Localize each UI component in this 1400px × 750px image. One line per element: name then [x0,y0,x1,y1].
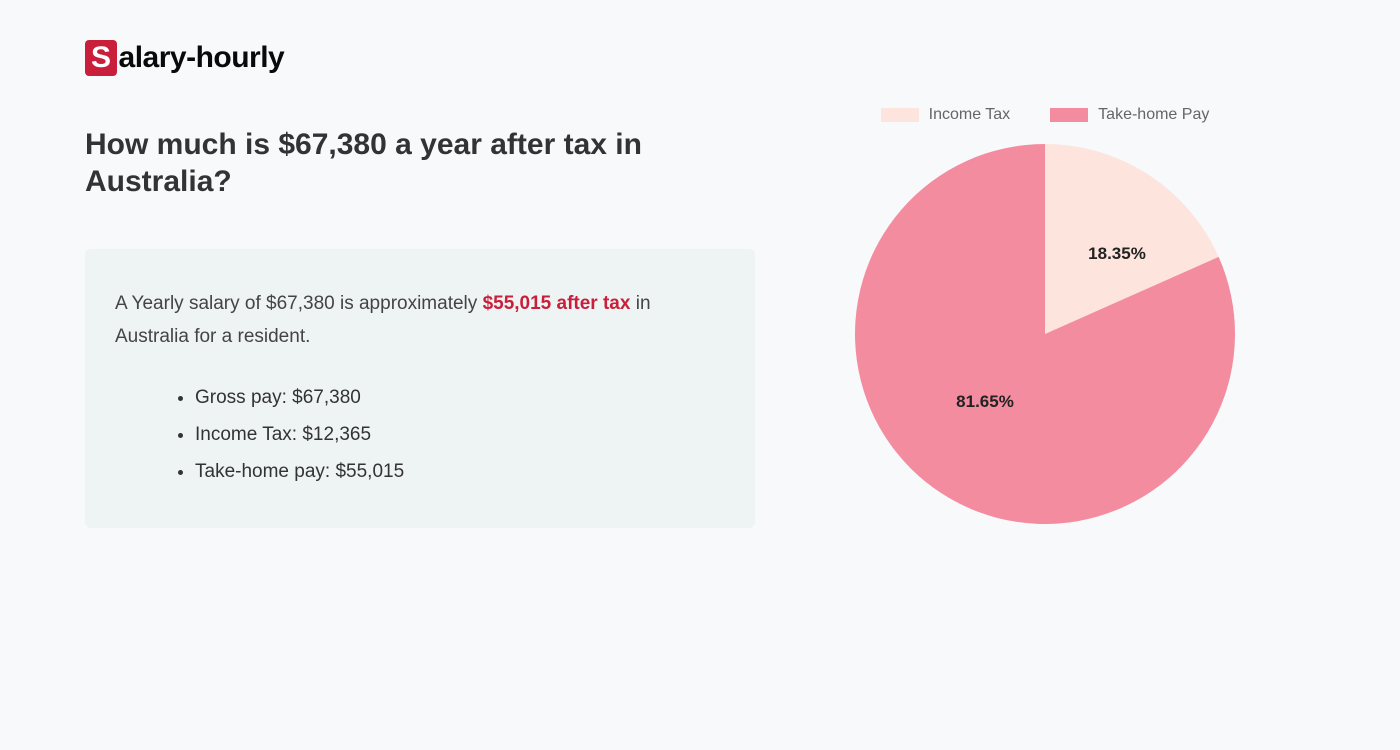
slice-label-take-home: 81.65% [956,392,1014,412]
summary-highlight: $55,015 after tax [483,293,631,314]
summary-text: A Yearly salary of $67,380 is approximat… [115,287,725,354]
list-item: Gross pay: $67,380 [195,379,725,416]
list-item: Income Tax: $12,365 [195,416,725,453]
legend-swatch [881,108,919,122]
legend-item-income-tax: Income Tax [881,106,1011,124]
logo-badge: S [85,40,117,76]
legend-swatch [1050,108,1088,122]
logo-text: alary-hourly [119,41,285,75]
slice-label-income-tax: 18.35% [1088,244,1146,264]
list-item: Take-home pay: $55,015 [195,453,725,490]
summary-box: A Yearly salary of $67,380 is approximat… [85,249,755,529]
legend-label: Income Tax [929,106,1011,124]
legend-item-take-home: Take-home Pay [1050,106,1209,124]
summary-prefix: A Yearly salary of $67,380 is approximat… [115,293,483,314]
site-logo: Salary-hourly [85,40,1315,76]
page-title: How much is $67,380 a year after tax in … [85,126,755,201]
legend-label: Take-home Pay [1098,106,1209,124]
pie-chart: 18.35% 81.65% [855,144,1235,524]
chart-legend: Income Tax Take-home Pay [881,106,1210,124]
summary-bullets: Gross pay: $67,380 Income Tax: $12,365 T… [115,379,725,490]
